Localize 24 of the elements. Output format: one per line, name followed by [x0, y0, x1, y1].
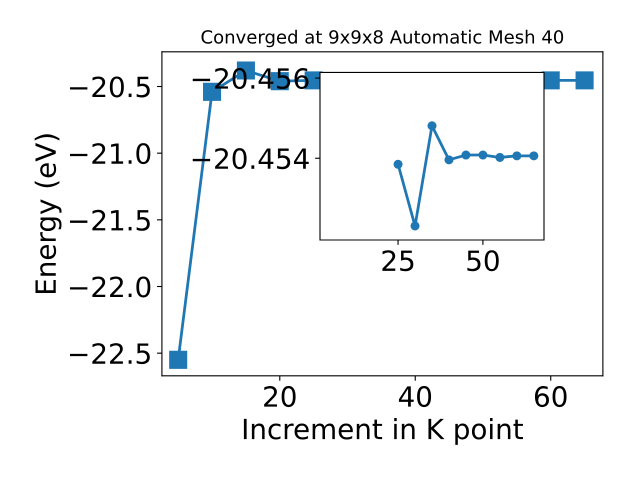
x-axis-title: Increment in K point [244, 418, 523, 445]
point [169, 350, 188, 369]
point [512, 151, 522, 160]
point [427, 121, 437, 130]
x-tick-label: 60 [534, 386, 567, 408]
y-tick-label: −21.0 [70, 143, 150, 164]
point [478, 150, 488, 160]
y-axis-title: Energy (eV) [34, 134, 62, 294]
y-tick-label: −20.5 [70, 76, 150, 98]
point [495, 152, 504, 162]
point [394, 160, 403, 169]
point [410, 221, 420, 230]
chart-title: Converged at 9x9x8 Automatic Mesh 40 [202, 30, 564, 48]
point [461, 150, 470, 160]
x-tick-label: 20 [264, 386, 296, 408]
y-tick-label: −22.0 [70, 276, 150, 298]
x-tick-label: 50 [467, 250, 499, 272]
x-tick-label: 25 [382, 250, 414, 272]
point [444, 155, 454, 164]
point [576, 71, 594, 90]
y-tick-label: −21.5 [70, 210, 150, 231]
x-tick-label: 40 [398, 386, 432, 408]
y-tick-label: −22.5 [70, 343, 150, 364]
point [529, 151, 538, 160]
